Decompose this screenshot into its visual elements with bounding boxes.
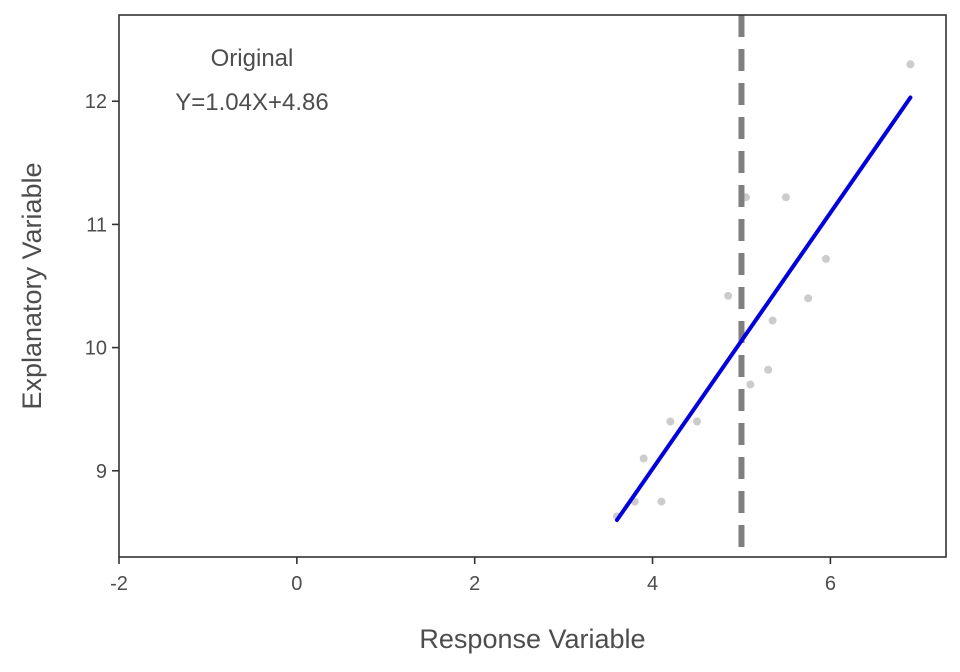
lines-layer — [614, 15, 913, 557]
data-point — [821, 254, 830, 263]
annotation-label: Original — [211, 45, 294, 72]
data-point — [639, 454, 648, 463]
data-point — [781, 193, 790, 202]
x-tick-label: 6 — [825, 573, 836, 595]
y-tick-label: 10 — [85, 338, 107, 360]
points-layer — [612, 60, 915, 521]
y-tick-label: 11 — [86, 214, 107, 236]
x-tick-label: 2 — [469, 573, 480, 595]
x-tick-label: 0 — [291, 573, 302, 595]
data-point — [804, 294, 813, 303]
data-point — [693, 417, 702, 426]
data-point — [768, 316, 777, 325]
data-point — [906, 60, 915, 69]
x-tick-label: -2 — [110, 573, 128, 595]
data-point — [666, 417, 675, 426]
y-tick-label: 9 — [96, 461, 107, 483]
data-point — [724, 291, 733, 300]
annotation-equation: Y=1.04X+4.86 — [175, 89, 328, 116]
data-point — [764, 365, 773, 374]
axes-layer: -2 0 2 4 6 9 10 11 12 — [85, 91, 836, 595]
data-point — [746, 380, 755, 389]
data-point — [657, 497, 666, 506]
plot-border — [118, 14, 947, 558]
x-tick-label: 4 — [647, 573, 658, 595]
fit-line — [614, 95, 913, 523]
x-axis-title: Response Variable — [419, 624, 645, 654]
y-tick-label: 12 — [85, 91, 107, 113]
y-axis-title: Explanatory Variable — [17, 162, 47, 409]
